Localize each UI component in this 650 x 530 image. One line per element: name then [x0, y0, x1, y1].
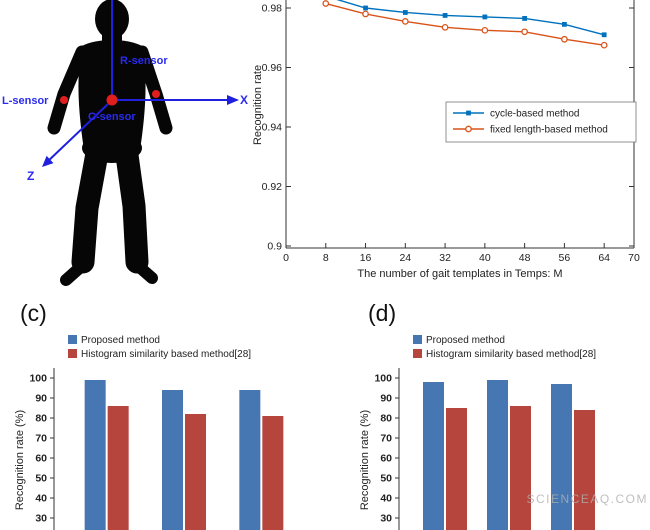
- x-tick-label: 70: [628, 252, 640, 264]
- panel-c-label: (c): [20, 300, 47, 326]
- series-fixed-length-based-method: [322, 0, 608, 49]
- y-tick-label: 0.94: [262, 122, 283, 134]
- bar-axes: 30 40 50 60 70 80 90 100: [374, 368, 400, 530]
- y-tick-label: 50: [35, 473, 47, 485]
- c-sensor-label: C-sensor: [88, 111, 136, 123]
- y-tick-label: 0.96: [262, 62, 283, 74]
- x-tick-label: 8: [323, 252, 329, 264]
- series-cycle-based-method: [336, 0, 607, 38]
- legend-entry-cycle-based-method: cycle-based method: [490, 109, 580, 120]
- legend-entry-proposed-method: Proposed method: [426, 335, 505, 346]
- bar-proposed-method-3: [239, 390, 261, 530]
- y-tick-label: 70: [380, 433, 392, 445]
- series-proposed-method: [84, 380, 261, 530]
- y-tick-label: 80: [380, 413, 392, 425]
- x-tick-label: 32: [439, 252, 451, 264]
- coordinate-axes: [42, 0, 239, 167]
- bar-chart-c: Proposed method Histogram similarity base…: [14, 335, 284, 530]
- c-sensor-dot-icon: [106, 94, 118, 106]
- y-tick-label: 0.98: [262, 3, 283, 15]
- legend-entry-histogram-similarity-based-method-28: Histogram similarity based method[28]: [426, 349, 596, 360]
- bar-proposed-method-1: [423, 382, 444, 530]
- x-tick-label: 24: [399, 252, 411, 264]
- bar-histogram-similarity-based-method-28-2: [510, 406, 531, 530]
- l-sensor-label: L-sensor: [2, 95, 49, 107]
- bar-proposed-method-2: [487, 380, 508, 530]
- r-sensor-label: R-sensor: [120, 55, 168, 67]
- x-tick-label: 0: [283, 252, 289, 264]
- bar-histogram-similarity-based-method-28-2: [185, 414, 206, 530]
- series-histogram-similarity-based-method-28: [446, 406, 595, 530]
- y-axis-title: Recognition rate: [252, 65, 264, 145]
- line-axes: 0.9 0.92 0.94 0.96 0.98 0 8 16 24 32 40 48 56 64 70: [262, 0, 640, 264]
- bar-histogram-similarity-based-method-28-1: [446, 408, 467, 530]
- y-tick-label: 60: [35, 453, 47, 465]
- bar-chart-c-panel: Proposed method Histogram similarity base…: [10, 330, 345, 530]
- y-tick-label: 0.92: [262, 181, 283, 193]
- body-sensor-svg: R-sensor L-sensor C-sensor X Z: [2, 0, 248, 286]
- bar-chart-d-panel: Proposed method Histogram similarity base…: [355, 330, 650, 530]
- y-tick-label: 30: [35, 513, 47, 525]
- y-tick-label: 30: [380, 513, 392, 525]
- legend-entry-fixed-length-based-method: fixed length-based method: [490, 125, 608, 136]
- z-axis-label: Z: [27, 169, 34, 183]
- x-axis-label: X: [240, 93, 248, 107]
- y-axis-title: Recognition rate (%): [359, 410, 371, 510]
- gait-line-chart: 0.9 0.92 0.94 0.96 0.98 0 8 16 24 32 40 48 56 64 70 The…: [252, 0, 640, 280]
- bar-histogram-similarity-based-method-28-3: [262, 416, 284, 530]
- legend-entry-proposed-method: Proposed method: [81, 335, 160, 346]
- bar-histogram-similarity-based-method-28-1: [107, 406, 129, 530]
- bar-chart-d: Proposed method Histogram similarity base…: [359, 335, 596, 530]
- x-axis-arrowhead-icon: [227, 95, 239, 105]
- bar-axes: 30 40 50 60 70 80 90 100: [29, 368, 55, 530]
- y-tick-label: 40: [380, 493, 392, 505]
- bar-chart-legend: Proposed method Histogram similarity base…: [68, 335, 251, 360]
- x-axis-title: The number of gait templates in Temps: M: [357, 268, 562, 280]
- x-tick-label: 56: [559, 252, 571, 264]
- bar-proposed-method-1: [84, 380, 106, 530]
- sensor-markers: [60, 90, 160, 106]
- y-tick-label: 100: [374, 373, 392, 385]
- watermark: SCIENCEAQ.COM: [526, 492, 648, 506]
- line-chart-panel: 0.9 0.92 0.94 0.96 0.98 0 8 16 24 32 40 48 56 64 70 The…: [250, 0, 650, 300]
- bar-proposed-method-3: [551, 384, 572, 530]
- y-axis-title: Recognition rate (%): [14, 410, 26, 510]
- x-tick-label: 48: [519, 252, 531, 264]
- x-tick-label: 64: [598, 252, 610, 264]
- y-tick-label: 90: [35, 393, 47, 405]
- y-tick-label: 40: [35, 493, 47, 505]
- panel-d-label: (d): [368, 300, 397, 326]
- z-axis-arrowhead-icon: [42, 155, 54, 167]
- bar-chart-legend: Proposed method Histogram similarity base…: [413, 335, 596, 360]
- y-tick-label: 0.9: [267, 241, 282, 253]
- bar-histogram-similarity-based-method-28-3: [574, 410, 595, 530]
- body-sensor-diagram: R-sensor L-sensor C-sensor X Z: [0, 0, 250, 300]
- l-sensor-dot-icon: [60, 96, 68, 104]
- r-sensor-dot-icon: [152, 90, 160, 98]
- series-histogram-similarity-based-method-28: [107, 406, 284, 530]
- y-tick-label: 50: [380, 473, 392, 485]
- series-proposed-method: [423, 380, 572, 530]
- y-tick-label: 60: [380, 453, 392, 465]
- x-tick-label: 40: [479, 252, 491, 264]
- x-tick-label: 16: [360, 252, 372, 264]
- line-chart-legend: cycle-based method fixed length-based met…: [445, 101, 637, 143]
- y-tick-label: 90: [380, 393, 392, 405]
- z-axis-line: [45, 103, 109, 164]
- legend-entry-histogram-similarity-based-method-28: Histogram similarity based method[28]: [81, 349, 251, 360]
- y-tick-label: 70: [35, 433, 47, 445]
- y-tick-label: 80: [35, 413, 47, 425]
- y-tick-label: 100: [29, 373, 47, 385]
- bar-proposed-method-2: [162, 390, 183, 530]
